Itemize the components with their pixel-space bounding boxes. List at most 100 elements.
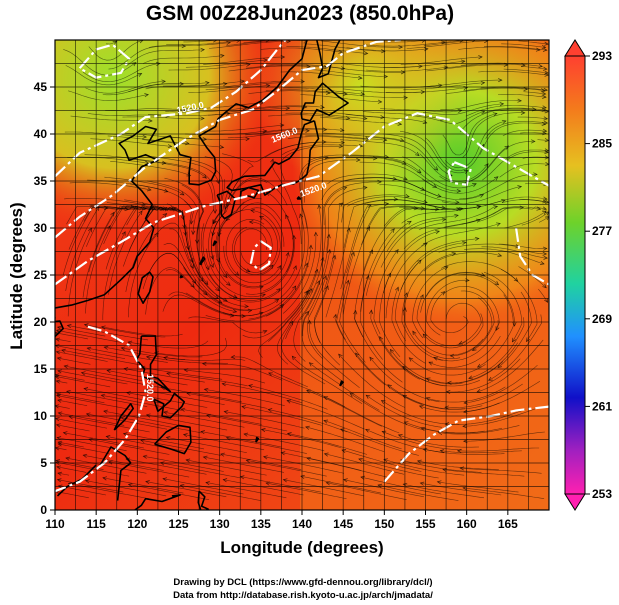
streamline xyxy=(180,485,261,501)
streamline-arrowhead xyxy=(289,320,294,326)
streamline xyxy=(350,393,425,431)
streamline xyxy=(103,410,185,427)
streamline-arrowhead xyxy=(162,213,168,218)
streamline-arrowhead xyxy=(498,78,503,83)
streamline-arrowhead xyxy=(446,380,452,385)
streamline xyxy=(184,200,209,285)
streamline xyxy=(143,455,224,472)
streamline xyxy=(323,202,343,293)
streamline xyxy=(481,246,548,259)
streamline-arrowhead xyxy=(121,231,126,236)
streamline-arrowhead xyxy=(63,364,69,369)
streamline xyxy=(148,252,208,296)
streamline-arrowhead xyxy=(307,319,312,325)
streamline-arrowhead xyxy=(440,291,446,296)
streamline-arrowhead xyxy=(280,54,286,60)
streamline xyxy=(224,411,305,429)
streamline xyxy=(84,388,165,405)
streamline-arrowhead xyxy=(245,458,251,463)
streamline xyxy=(478,70,549,76)
streamline-arrowhead xyxy=(420,426,426,431)
coastline-sakhalin xyxy=(316,40,341,79)
streamline-arrowhead xyxy=(262,129,268,134)
streamline xyxy=(55,374,85,381)
streamline xyxy=(55,418,107,429)
streamline-arrowhead xyxy=(56,325,62,330)
y-tick-label: 0 xyxy=(40,503,47,517)
streamline xyxy=(58,441,84,448)
streamline-arrowhead xyxy=(268,372,273,377)
streamline xyxy=(325,91,408,98)
streamline xyxy=(520,66,547,70)
streamline-arrowhead xyxy=(542,94,547,99)
streamline-arrowhead xyxy=(120,346,126,351)
streamline-arrowhead xyxy=(368,309,374,315)
streamline-arrowhead xyxy=(496,222,501,227)
colorbar-top-arrow xyxy=(564,39,586,57)
streamline xyxy=(161,387,242,403)
streamline-arrowhead xyxy=(542,210,547,215)
streamline-arrowhead xyxy=(484,40,489,44)
streamline xyxy=(426,272,499,297)
streamline xyxy=(107,135,189,144)
streamline xyxy=(56,466,87,473)
streamline-arrowhead xyxy=(349,393,355,398)
streamline-arrowhead xyxy=(304,310,309,316)
streamline-arrowhead xyxy=(425,396,431,401)
streamline xyxy=(167,136,250,140)
streamline xyxy=(300,234,330,321)
streamline xyxy=(406,238,479,275)
streamline xyxy=(354,310,403,383)
contour-southeast xyxy=(383,405,549,483)
streamline-arrowhead xyxy=(479,193,485,198)
streamline-arrowhead xyxy=(434,207,440,212)
streamline-arrowhead xyxy=(308,362,314,367)
streamline-arrowhead xyxy=(341,449,347,453)
streamline-arrowhead xyxy=(395,286,399,292)
x-tick-label: 160 xyxy=(457,517,477,531)
streamline xyxy=(266,482,347,499)
colorbar-scale xyxy=(564,55,586,495)
streamline xyxy=(458,46,540,51)
streamline-arrowhead xyxy=(433,166,439,171)
streamline-arrowhead xyxy=(333,313,338,319)
streamline-arrowhead xyxy=(220,53,225,58)
streamline-arrowhead xyxy=(357,75,363,80)
streamline xyxy=(302,249,331,337)
coastline-amami xyxy=(212,240,218,247)
streamline xyxy=(359,161,437,188)
streamline xyxy=(68,483,149,499)
streamline xyxy=(223,479,304,496)
streamline-arrowhead xyxy=(428,361,434,366)
streamline xyxy=(346,203,389,274)
streamline xyxy=(538,216,549,223)
streamline xyxy=(417,460,499,470)
streamline-arrowhead xyxy=(263,455,268,460)
streamline-arrowhead xyxy=(65,456,70,461)
streamline xyxy=(55,345,126,359)
streamline xyxy=(457,447,540,452)
streamline xyxy=(525,183,548,185)
streamline-arrowhead xyxy=(106,225,111,230)
streamline-arrowhead xyxy=(57,369,62,374)
streamline-arrowhead xyxy=(324,285,329,290)
streamline xyxy=(183,267,252,312)
streamline xyxy=(325,228,350,318)
streamline xyxy=(228,265,297,303)
streamline-arrowhead xyxy=(131,62,137,67)
streamline-arrowhead xyxy=(274,298,280,303)
streamline-arrowhead xyxy=(219,145,225,150)
streamline-arrowhead xyxy=(397,121,403,126)
streamline xyxy=(183,40,217,43)
streamline-arrowhead xyxy=(497,253,503,258)
streamline xyxy=(363,207,418,271)
streamline xyxy=(307,275,327,359)
streamline-arrowhead xyxy=(220,452,225,457)
streamline-arrowhead xyxy=(226,201,231,207)
streamline-arrowhead xyxy=(127,340,133,345)
streamline-arrowhead xyxy=(308,287,313,293)
streamline-arrowhead xyxy=(203,387,209,392)
streamline xyxy=(265,245,312,317)
streamline xyxy=(379,273,401,357)
streamline xyxy=(215,201,245,278)
